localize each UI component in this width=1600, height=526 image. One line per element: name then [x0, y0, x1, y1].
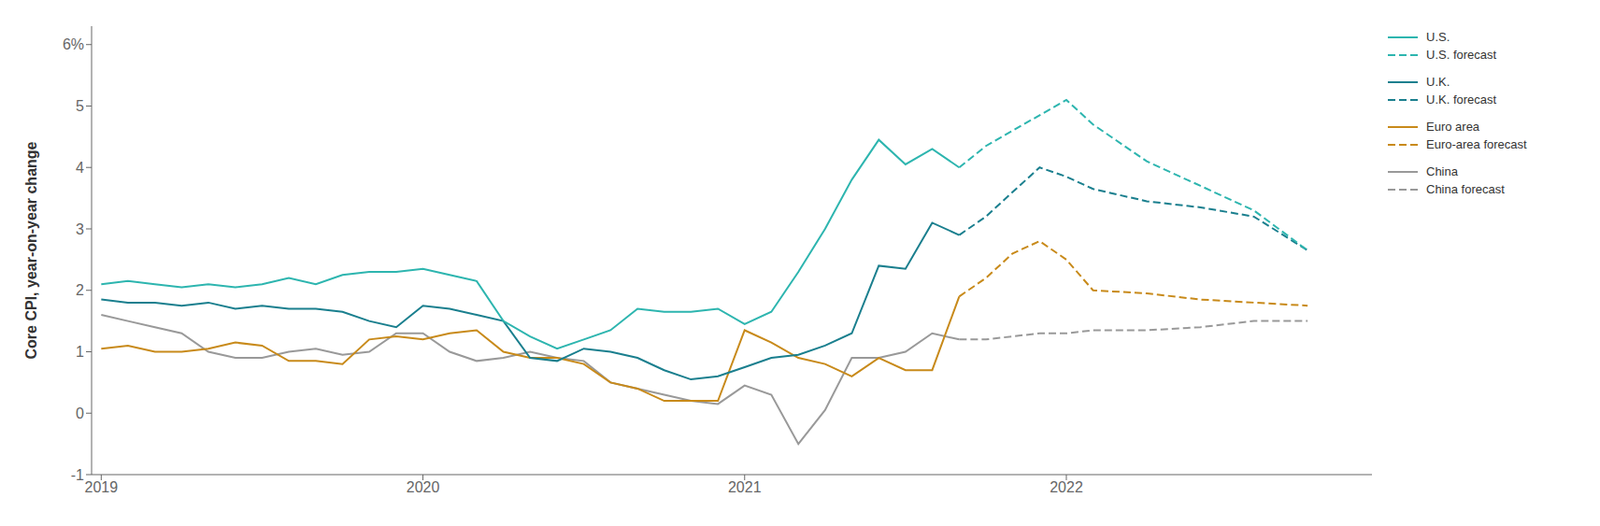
svg-text:2020: 2020	[406, 479, 441, 496]
html-text:Euro area: Euro area	[1426, 119, 1480, 134]
svg-text:Core CPI, year-on-year change: Core CPI, year-on-year change	[23, 141, 40, 359]
html-text:U.S.: U.S.	[1426, 29, 1450, 44]
svg-text:0: 0	[75, 405, 85, 422]
svg-text:2021: 2021	[728, 479, 762, 496]
html-text:U.S. forecast: U.S. forecast	[1426, 47, 1497, 62]
html-text:U.K.: U.K.	[1426, 74, 1450, 89]
svg-text:4: 4	[75, 159, 85, 176]
svg-text:1: 1	[75, 343, 85, 360]
svg-text:2019: 2019	[85, 479, 119, 496]
svg-text:2: 2	[75, 282, 85, 299]
html-text:China forecast: China forecast	[1426, 182, 1505, 197]
svg-text:2022: 2022	[1049, 479, 1084, 496]
html-text:Euro-area forecast: Euro-area forecast	[1426, 137, 1527, 152]
svg-text:5: 5	[75, 98, 85, 115]
html-text:U.K. forecast: U.K. forecast	[1426, 92, 1497, 107]
svg-text:-1: -1	[71, 467, 85, 484]
html-text:China: China	[1426, 164, 1458, 179]
svg-text:6%: 6%	[62, 36, 85, 53]
svg-text:3: 3	[75, 221, 85, 238]
